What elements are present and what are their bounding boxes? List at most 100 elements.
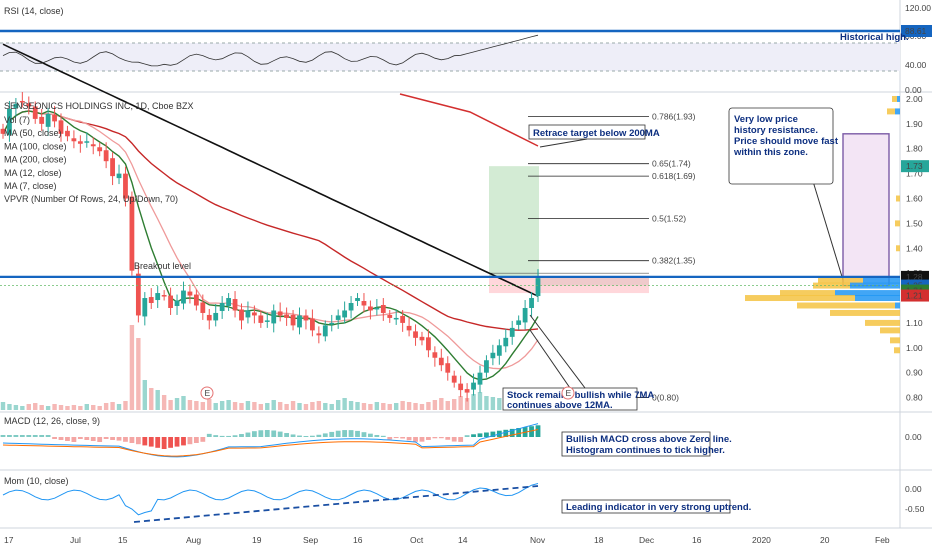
fib-label: 0.5(1.52) [652,213,686,223]
candle-body [348,303,354,311]
macd-histogram-bar [90,437,96,441]
candle-body [226,298,232,306]
macd-note-line: Histogram continues to tick higher. [566,445,725,456]
macd-histogram-bar [400,437,406,439]
earnings-marker [200,386,214,400]
candle-body [477,372,483,385]
macd-histogram-bar [58,437,64,440]
macd-histogram-bar [13,435,19,437]
main-legend-item: MA (50, close) [4,128,62,138]
volume-bar [445,401,450,410]
vpvr-up-bar [895,302,900,309]
main-legend-item: MA (12, close) [4,168,62,178]
retrace-note: Retrace target below 200MA [533,128,660,139]
macd-histogram-bar [155,437,161,448]
candle-body [84,141,90,143]
macd-histogram-bar [529,426,534,437]
volume-bar [161,395,167,410]
candle-body [529,298,534,308]
macd-histogram-bar [503,429,509,437]
main-legend-item: Vol (7) [4,115,30,125]
candle-body [503,337,509,347]
volume-bar [387,404,392,410]
x-axis-tick: 17 [4,535,14,545]
macd-histogram-bar [426,437,431,440]
volume-bar [245,401,251,410]
candle-body [65,130,70,137]
candle-body [335,315,341,320]
volume-bar [381,403,386,410]
candle-body [232,299,238,311]
x-axis-tick: 16 [692,535,702,545]
volume-bar [303,404,309,410]
candle-body [148,297,154,304]
macd-histogram-bar [477,433,483,437]
volume-bar [471,394,476,410]
volume-bar [374,402,380,410]
earnings-label: E [566,388,572,398]
macd-histogram-bar [374,434,380,437]
candle-body [400,315,406,323]
candle-body [516,320,522,325]
candle-body [90,144,96,147]
candle-body [39,116,45,124]
rsi-title: RSI (14, close) [4,6,64,16]
x-axis-tick: 18 [594,535,604,545]
price-tick: 1.50 [906,218,923,228]
macd-histogram-bar [232,435,238,437]
fib-green-zone [489,166,539,277]
price-tick: 1.60 [906,194,923,204]
macd-histogram-bar [368,433,373,437]
x-axis-tick: Jul [70,535,81,545]
candle-body [97,147,103,152]
volume-bar [213,403,218,410]
volume-bar [400,401,405,410]
volume-bar [413,403,418,410]
candle-body [251,312,257,316]
vpvr-down-bar [818,277,863,284]
volume-bar [7,404,12,410]
earnings-label: E [205,388,211,398]
x-axis-tick: 19 [252,535,262,545]
mom-tick: 0.00 [905,484,922,494]
candle-body [355,298,360,302]
volume-bar [26,404,31,410]
candle-body [200,302,206,313]
candle-body [19,100,25,103]
volume-bar [155,390,160,410]
macd-title: MACD (12, 26, close, 9) [4,416,100,426]
mom-note-box [561,499,731,514]
macd-histogram-bar [335,430,341,437]
volume-bar [97,406,102,410]
candle-body [406,325,412,331]
volume-bar [284,404,289,410]
fib-label: 0.618(1.69) [652,171,696,181]
volume-bar [277,402,283,410]
volume-bar [232,402,238,410]
vpvr-down-bar [894,347,900,354]
resistance-note-line: Very low price [734,114,798,125]
candle-body [168,295,173,308]
mom-note: Leading indicator in very strong uptrend… [566,502,751,513]
fib-label: 0(0.80) [652,393,679,403]
volume-bar [0,402,6,410]
momentum-line [2,483,539,516]
ma50-line [2,110,539,331]
macd-histogram-bar [71,437,77,442]
candle-body [309,318,315,331]
macd-histogram-bar [516,428,522,437]
vpvr-down-bar [892,95,897,102]
candle-body [174,300,180,306]
macd-histogram-bar [45,435,51,437]
volume-bar [110,402,115,410]
resistance-note-line: Price should move fast [734,136,839,147]
volume-bar [348,401,354,410]
macd-histogram-bar [168,437,173,448]
macd-histogram-bar [445,437,451,440]
macd-histogram-bar [84,437,90,440]
price-tick: 1.10 [906,318,923,328]
macd-histogram-bar [464,435,470,437]
macd-histogram-bar [174,437,180,447]
candle-body [297,315,302,328]
